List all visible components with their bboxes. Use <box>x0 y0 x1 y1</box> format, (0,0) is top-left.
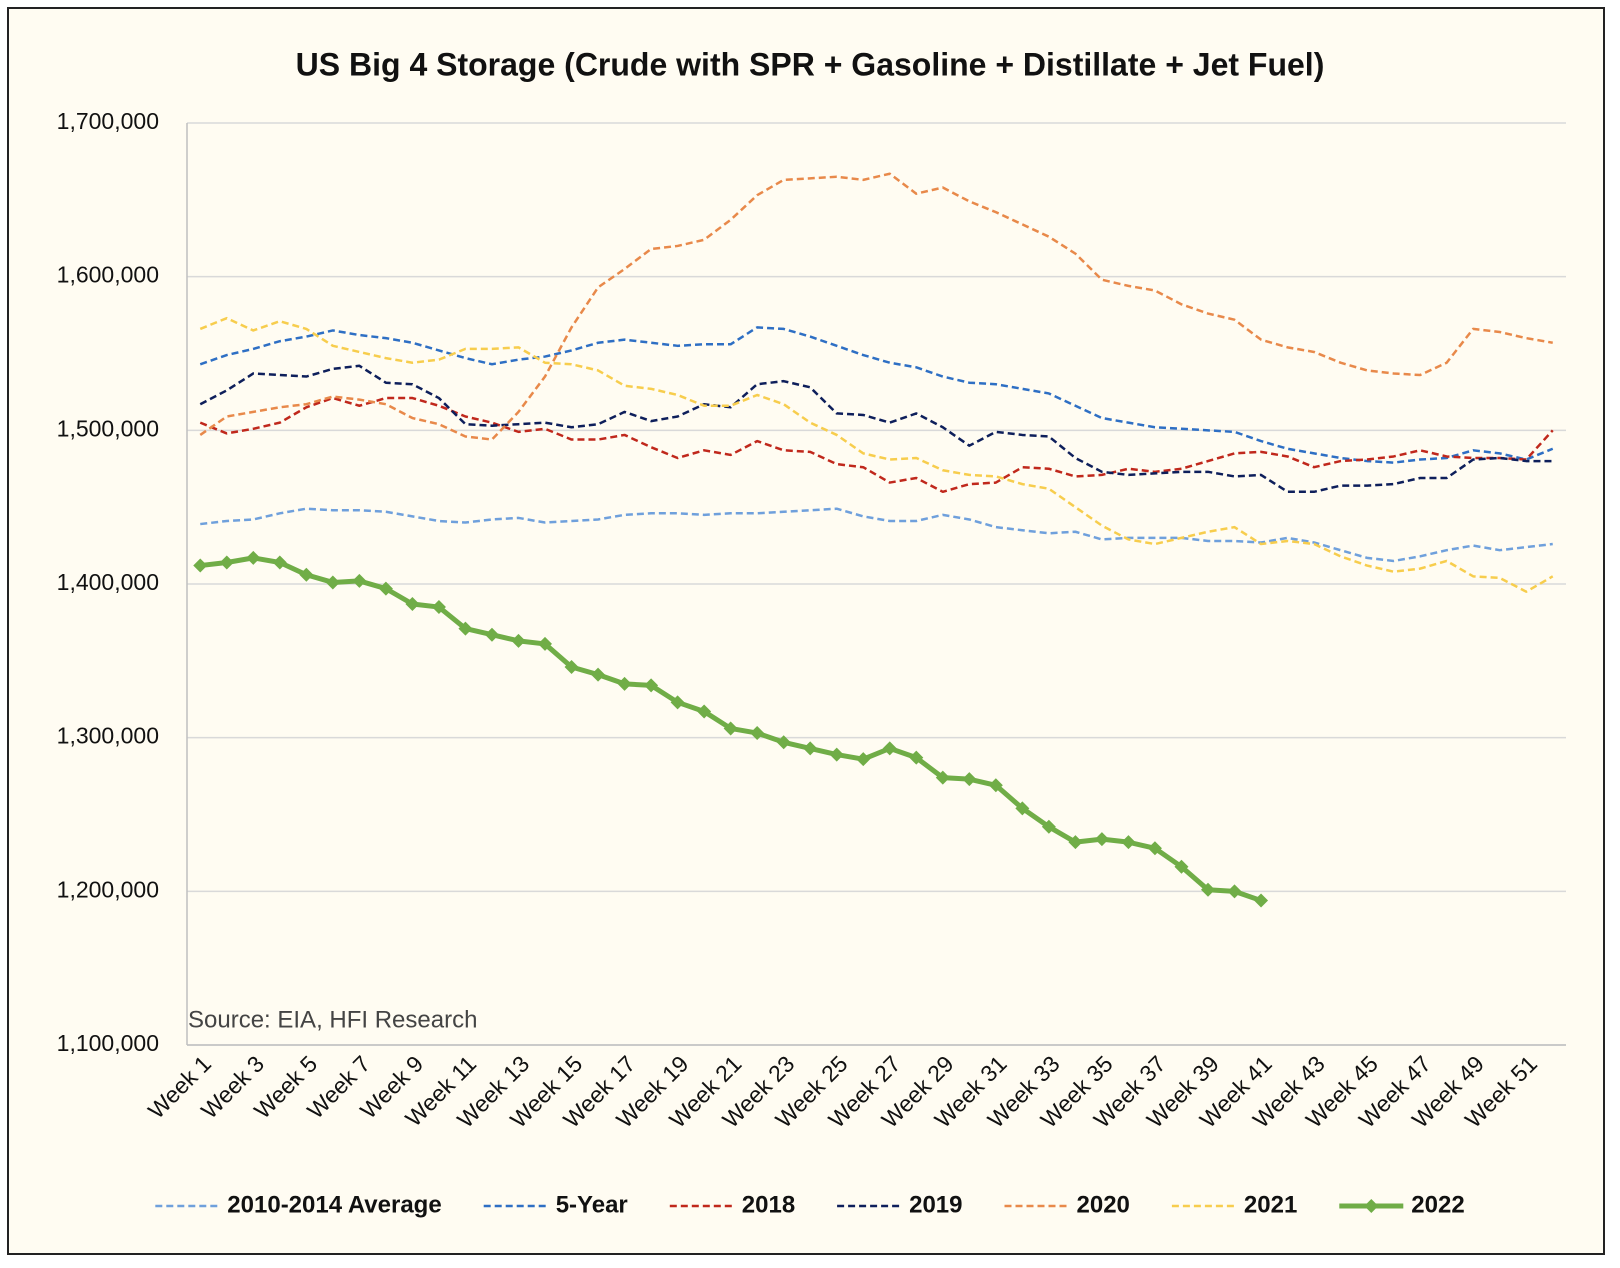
legend-label: 5-Year <box>556 1191 628 1218</box>
data-point <box>431 600 446 615</box>
series-line <box>199 172 1553 441</box>
data-point <box>1147 841 1162 856</box>
y-tick-label: 1,600,000 <box>57 262 159 288</box>
data-point <box>1094 832 1109 847</box>
data-point <box>1227 884 1242 899</box>
data-point <box>909 750 924 765</box>
series-line <box>199 396 1554 494</box>
data-point <box>511 633 526 648</box>
data-point <box>246 550 261 565</box>
data-point <box>1121 835 1136 850</box>
data-point <box>988 778 1003 793</box>
chart-title: US Big 4 Storage (Crude with SPR + Gasol… <box>296 46 1325 82</box>
legend-item: 2020 <box>1004 1191 1130 1218</box>
data-point <box>829 747 844 762</box>
data-point <box>803 741 818 756</box>
data-point <box>378 581 393 596</box>
data-point <box>644 678 659 693</box>
data-point <box>617 676 632 691</box>
chart-background <box>7 7 1605 1255</box>
plot <box>193 172 1554 908</box>
legend-label: 2020 <box>1077 1191 1130 1218</box>
y-tick-label: 1,300,000 <box>57 723 159 749</box>
data-point <box>484 627 499 642</box>
legend: 2010-2014 Average 5-Year 2018 2019 2020 2021 2… <box>155 1191 1465 1218</box>
legend-item: 2018 <box>669 1191 795 1218</box>
data-point <box>856 752 871 767</box>
data-point <box>1068 835 1083 850</box>
data-point <box>882 741 897 756</box>
series-line <box>199 326 1554 464</box>
data-point <box>538 636 553 651</box>
y-tick-label: 1,100,000 <box>57 1030 159 1056</box>
data-point <box>1015 801 1030 816</box>
data-point <box>591 667 606 682</box>
data-point <box>219 555 234 570</box>
data-point <box>1174 859 1189 874</box>
data-point <box>193 558 208 573</box>
data-point <box>325 575 340 590</box>
legend-label: 2022 <box>1411 1191 1464 1218</box>
y-tick-label: 1,400,000 <box>57 569 159 595</box>
series-line <box>200 507 1553 563</box>
data-point <box>670 695 685 710</box>
legend-label: 2010-2014 Average <box>227 1191 441 1218</box>
legend-label: 2021 <box>1244 1191 1297 1218</box>
data-point <box>1200 882 1215 897</box>
annotation: Source: EIA, HFI Research <box>188 1006 477 1033</box>
data-point <box>962 772 977 787</box>
data-point <box>776 735 791 750</box>
legend-label: 2018 <box>742 1191 795 1218</box>
data-point <box>697 704 712 719</box>
series-line <box>199 364 1553 494</box>
data-point <box>564 659 579 674</box>
y-tick-label: 1,200,000 <box>57 876 159 902</box>
legend-item: 2021 <box>1171 1191 1297 1218</box>
data-point <box>458 621 473 636</box>
legend-marker <box>1364 1199 1379 1213</box>
data-point <box>935 770 950 785</box>
data-point <box>299 567 314 582</box>
legend-item: 2010-2014 Average <box>155 1191 442 1218</box>
data-point <box>723 721 738 736</box>
data-point <box>1254 893 1269 908</box>
series-line <box>199 316 1554 593</box>
data-point <box>352 573 367 588</box>
legend-label: 2019 <box>909 1191 962 1218</box>
legend-item: 5-Year <box>483 1191 628 1218</box>
y-tick-label: 1,700,000 <box>57 108 159 134</box>
data-point <box>750 726 765 741</box>
data-point <box>405 596 420 611</box>
legend-item: 2022 <box>1339 1191 1465 1218</box>
y-tick-label: 1,500,000 <box>57 415 159 441</box>
data-point <box>1041 819 1056 834</box>
legend-item: 2019 <box>837 1191 962 1218</box>
data-point <box>272 555 287 570</box>
